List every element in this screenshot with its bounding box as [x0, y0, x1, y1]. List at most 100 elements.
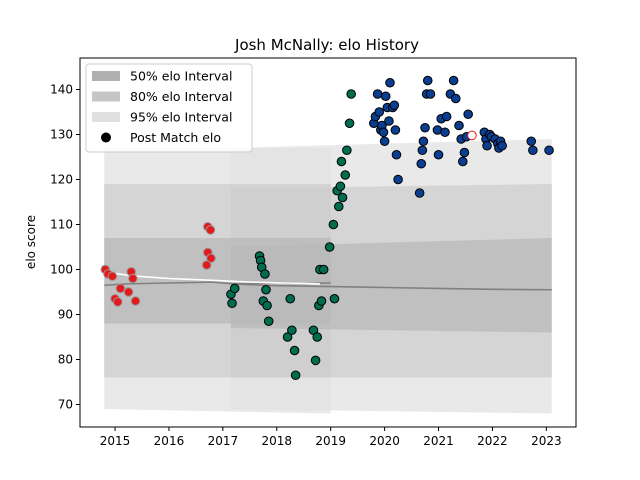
data-point: [372, 89, 383, 99]
data-point: [454, 120, 464, 131]
data-point: [463, 109, 473, 120]
data-point: [333, 201, 344, 212]
legend-swatch: [92, 112, 120, 122]
data-point: [290, 370, 301, 381]
legend-box: [85, 63, 253, 153]
data-point: [206, 253, 216, 264]
data-point: [205, 225, 216, 235]
x-tick-label: 2017: [208, 434, 239, 448]
x-tick-label: 2023: [531, 434, 562, 448]
data-point: [414, 188, 425, 198]
data-point: [328, 219, 339, 230]
data-point: [420, 122, 430, 133]
data-point: [390, 125, 401, 135]
data-point: [544, 145, 554, 156]
data-point: [379, 136, 390, 147]
y-tick-label: 80: [58, 353, 73, 367]
x-axis: 2015 2016 2017 2018 2019 2020 2021 2022 2023: [100, 427, 562, 448]
data-point: [422, 75, 433, 86]
data-point: [312, 332, 323, 342]
data-point: [130, 296, 141, 306]
legend: 50% elo Interval 80% elo Interval 95% elo …: [85, 63, 253, 153]
data-point: [418, 136, 429, 147]
y-axis-label: elo score: [24, 215, 38, 269]
legend-label: 95% elo Interval: [130, 110, 232, 125]
data-point: [318, 264, 329, 275]
data-point: [425, 89, 436, 99]
data-point: [337, 192, 348, 203]
plot-area: [100, 75, 554, 414]
data-point: [261, 284, 271, 295]
y-tick-label: 90: [58, 308, 73, 322]
y-tick-label: 130: [50, 128, 73, 142]
data-point: [282, 332, 293, 342]
plot-frame: [79, 57, 577, 428]
data-point: [123, 287, 134, 297]
data-point: [342, 145, 352, 156]
x-tick-label: 2016: [154, 434, 185, 448]
data-point: [128, 273, 138, 284]
data-point: [107, 271, 118, 282]
legend-label: Post Match elo: [130, 130, 221, 145]
data-point: [389, 100, 400, 111]
data-point: [416, 158, 427, 169]
legend-label: 80% elo Interval: [130, 89, 232, 104]
data-point: [316, 296, 327, 306]
data-point: [201, 260, 212, 270]
x-tick-label: 2019: [315, 434, 346, 448]
data-point: [310, 355, 321, 366]
legend-swatch: [92, 71, 120, 81]
data-point: [285, 293, 296, 304]
data-point: [457, 156, 468, 167]
data-point: [450, 93, 461, 104]
data-point: [459, 147, 470, 158]
data-point: [324, 242, 335, 252]
y-tick-label: 110: [50, 218, 73, 232]
data-point: [336, 156, 347, 167]
x-tick-label: 2022: [477, 434, 508, 448]
data-point: [227, 298, 237, 309]
band-50-segment-1: [230, 238, 552, 333]
data-point: [497, 140, 507, 151]
data-point: [440, 127, 450, 138]
data-point: [289, 345, 300, 356]
y-tick-label: 70: [58, 398, 73, 412]
data-point: [329, 293, 340, 304]
legend-swatch: [92, 91, 120, 102]
data-point: [482, 140, 492, 151]
data-point: [391, 149, 402, 160]
data-point: [344, 118, 355, 129]
data-point: [346, 89, 356, 99]
data-point: [526, 136, 537, 147]
data-point: [385, 77, 395, 88]
data-point: [393, 174, 403, 185]
data-point: [262, 300, 272, 311]
legend-marker: [101, 132, 111, 143]
data-point: [374, 107, 385, 117]
y-tick-label: 100: [50, 263, 73, 277]
x-tick-label: 2021: [423, 434, 454, 448]
data-point: [448, 75, 459, 86]
chart-title: Josh McNally: elo History: [234, 36, 419, 54]
data-point: [528, 145, 538, 156]
y-axis: 70 80 90 100 110 120 130 140: [50, 83, 80, 412]
data-point: [260, 269, 270, 279]
y-tick-label: 120: [50, 173, 73, 187]
data-point: [441, 111, 452, 122]
data-point: [378, 127, 389, 138]
x-tick-label: 2018: [262, 434, 293, 448]
data-point: [340, 170, 351, 180]
data-point: [287, 325, 297, 336]
x-tick-label: 2020: [369, 434, 400, 448]
data-point: [229, 283, 240, 294]
data-point: [263, 316, 274, 327]
data-point: [115, 283, 126, 294]
data-point: [417, 145, 428, 156]
data-point: [467, 130, 477, 141]
data-point: [384, 116, 394, 126]
y-tick-label: 140: [50, 83, 73, 97]
data-point: [380, 91, 391, 102]
x-tick-label: 2015: [100, 434, 131, 448]
trend-line-1: [233, 283, 552, 291]
